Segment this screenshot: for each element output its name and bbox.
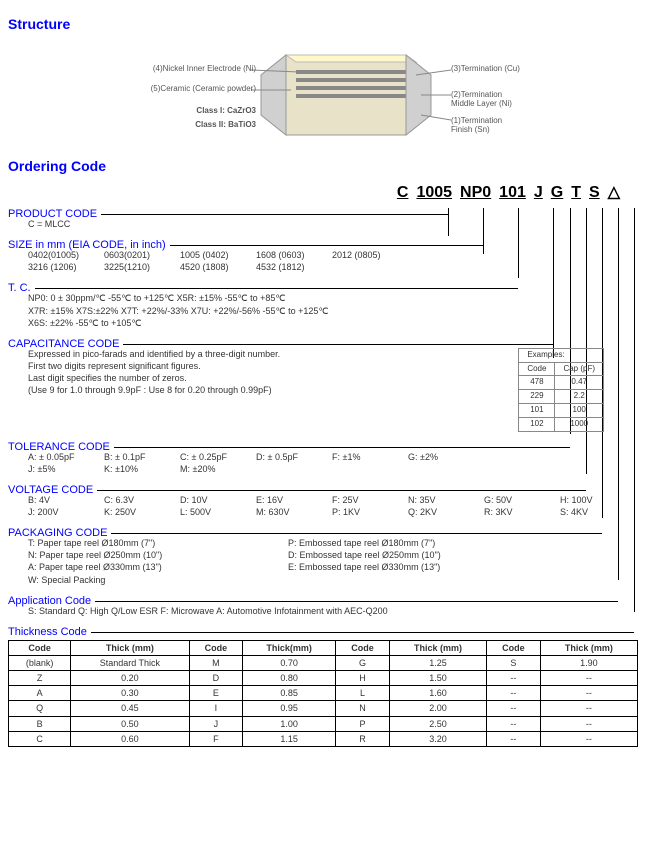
examples-table: Examples:CodeCap (pF)4780.472292.2101100…: [518, 348, 604, 432]
diagram-label-right: (2)Termination Middle Layer (Ni): [451, 90, 521, 108]
section-body: CodeThick (mm)CodeThick(mm)CodeThick (mm…: [8, 633, 644, 750]
diagram-label-left: (5)Ceramic (Ceramic powder): [131, 84, 256, 93]
ordering-code-segment: C: [393, 184, 413, 201]
section-body: T: Paper tape reel Ø180mm (7")P: Embosse…: [8, 534, 644, 589]
diagram-label-left: Class II: BaTiO3: [131, 120, 256, 129]
ordering-code-segment: NP0: [456, 184, 495, 201]
section-body: A: ± 0.05pFB: ± 0.1pFC: ± 0.25pFD: ± 0.5…: [8, 448, 644, 478]
section-body: 0402(01005)0603(0201)1005 (0402)1608 (06…: [8, 246, 644, 276]
section-title: Thickness Code: [8, 626, 91, 638]
diagram-label-right: (3)Termination (Cu): [451, 64, 520, 73]
ordering-heading: Ordering Code: [8, 158, 644, 174]
ordering-code-segment: G: [547, 184, 567, 201]
section-body: C = MLCC: [8, 215, 644, 233]
ordering-code-display: C1005NP0101JGTS△: [8, 182, 624, 202]
section-body: NP0: 0 ± 30ppm/℃ -55℃ to +125℃ X5R: ±15%…: [8, 289, 644, 331]
ordering-code-segment: 101: [495, 184, 530, 201]
ordering-code-segment: △: [604, 184, 624, 201]
section-body: Examples:CodeCap (pF)4780.472292.2101100…: [8, 345, 644, 435]
diagram-label-right: (1)Termination Finish (Sn): [451, 116, 521, 134]
mlcc-diagram: (4)Nickel Inner Electrode (Ni) (5)Ceramic…: [131, 40, 521, 150]
thickness-table: CodeThick (mm)CodeThick(mm)CodeThick (mm…: [8, 640, 638, 747]
structure-heading: Structure: [8, 16, 644, 32]
ordering-code-segment: S: [585, 184, 604, 201]
ordering-code-segment: 1005: [412, 184, 456, 201]
ordering-code-segment: J: [530, 184, 547, 201]
ordering-code-segment: T: [567, 184, 585, 201]
diagram-label-left: Class I: CaZrO3: [131, 106, 256, 115]
section-body: S: Standard Q: High Q/Low ESR F: Microwa…: [8, 602, 644, 620]
section-body: B: 4VC: 6.3VD: 10VE: 16VF: 25VN: 35VG: 5…: [8, 491, 644, 521]
diagram-label-left: (4)Nickel Inner Electrode (Ni): [131, 64, 256, 73]
